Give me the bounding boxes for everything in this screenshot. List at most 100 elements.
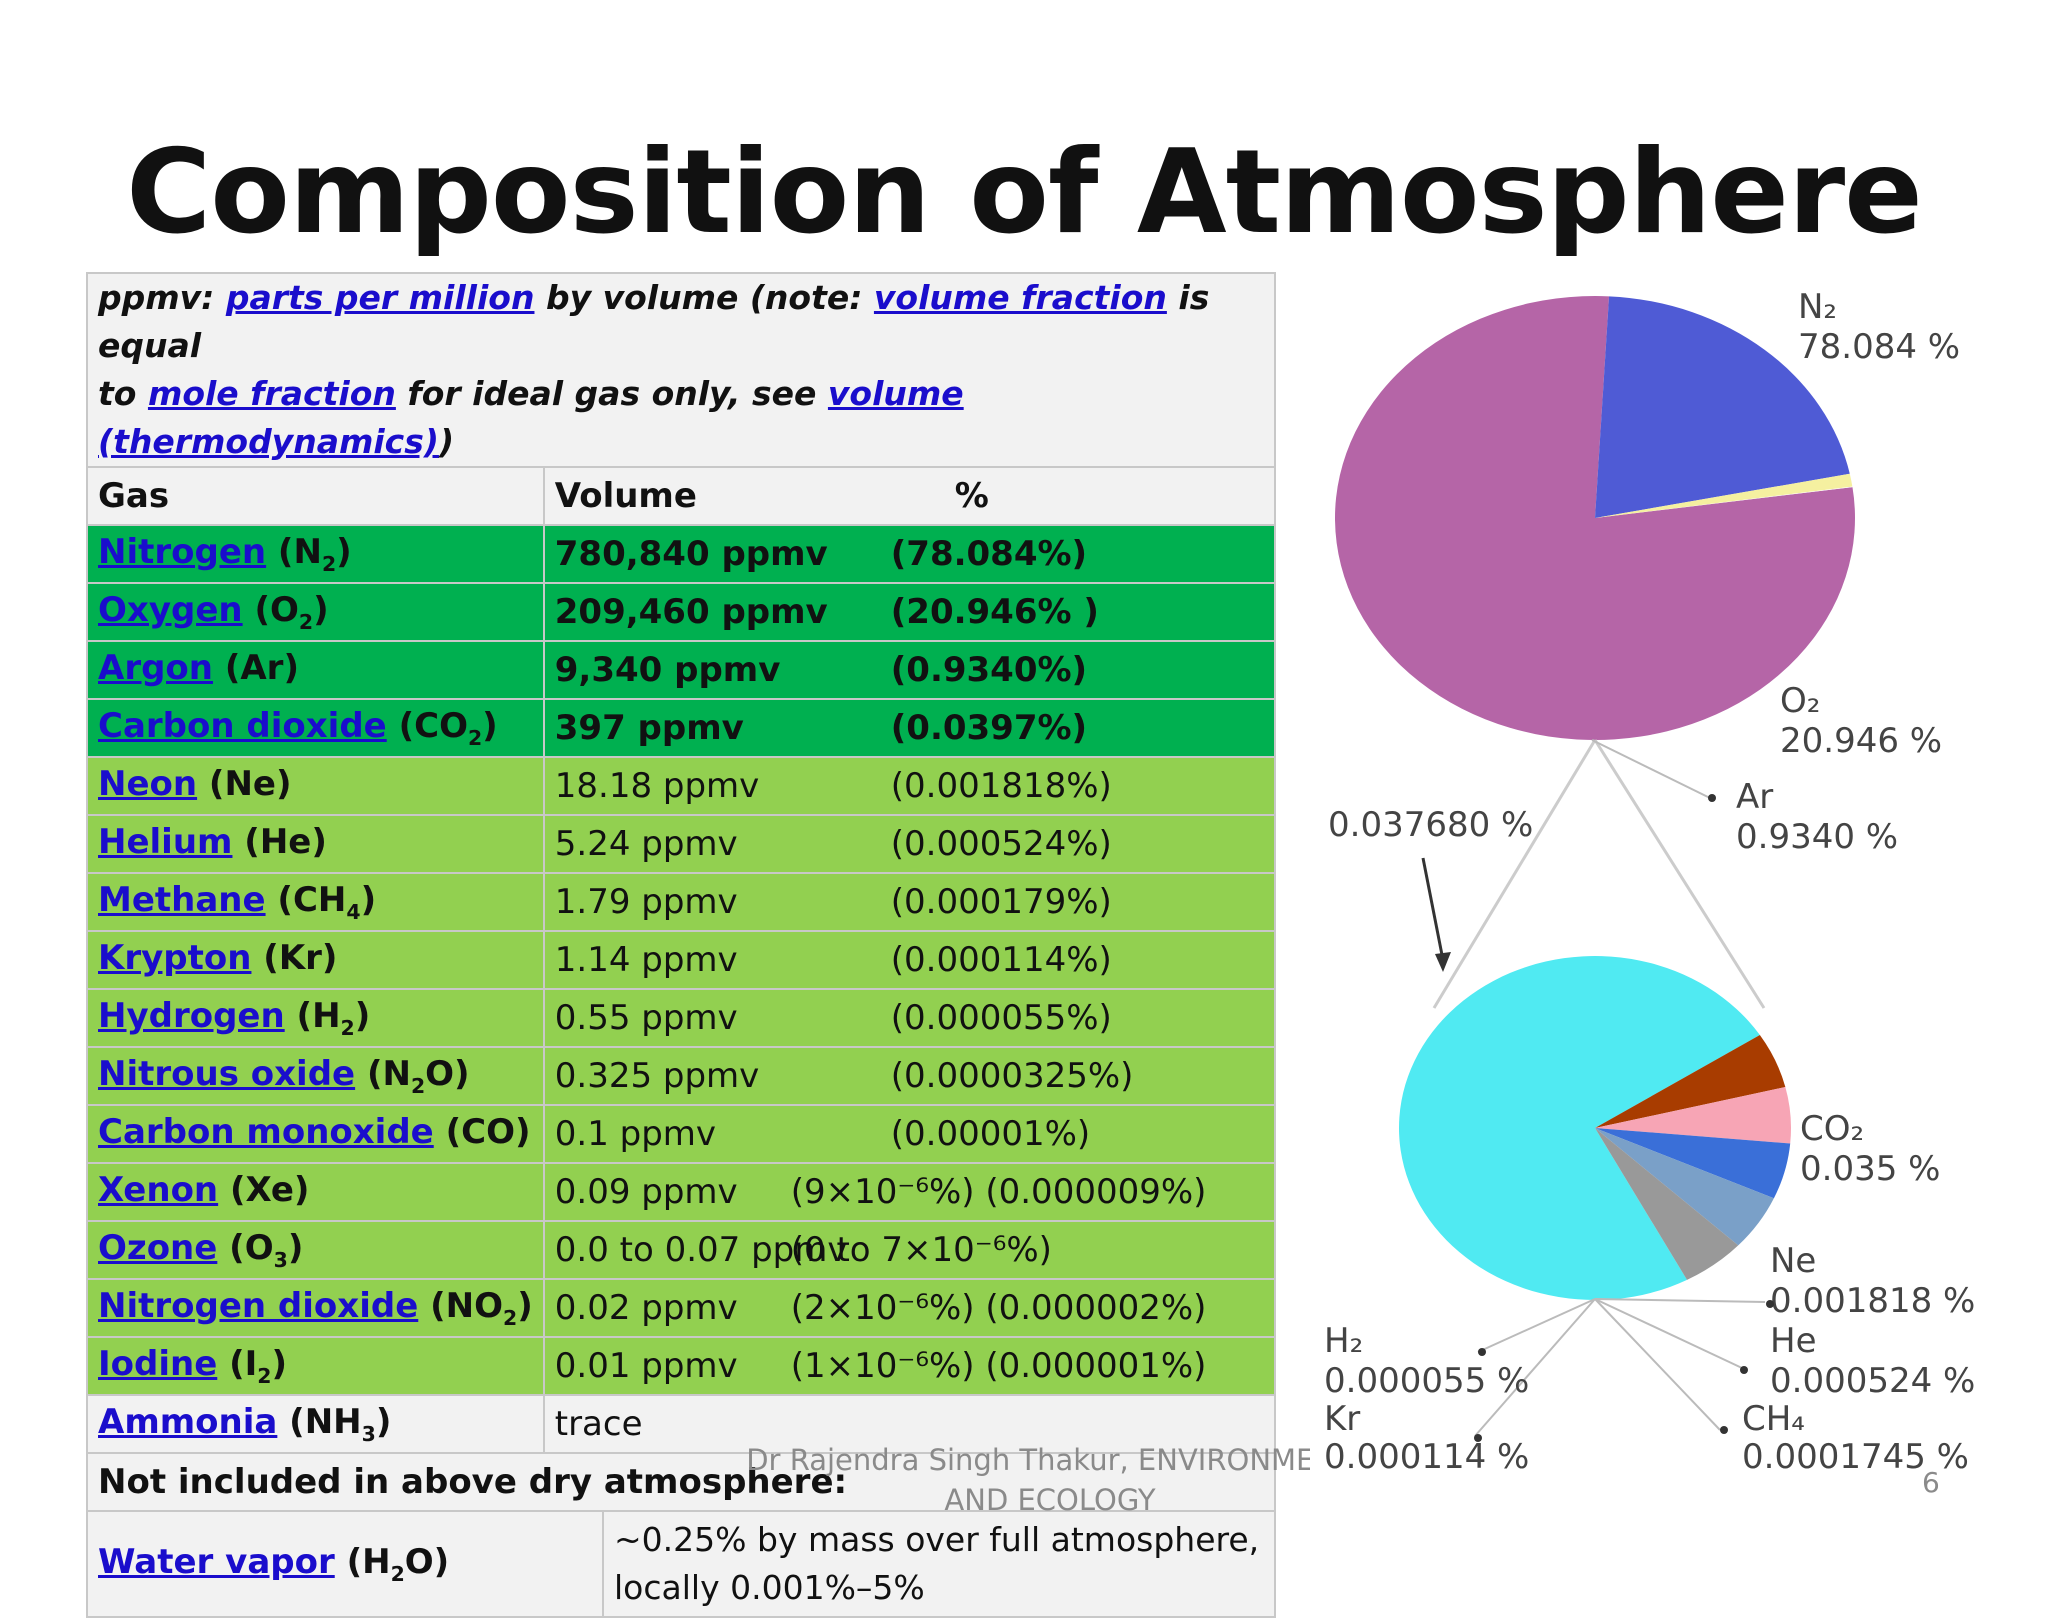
gas-link-nitrogen-dioxide[interactable]: Nitrogen dioxide [98,1286,419,1327]
percent-value: (2×10⁻⁶%) (0.000002%) [790,1288,1207,1328]
leader-dot [1740,1366,1748,1374]
label-h2-name: H₂ [1324,1321,1363,1361]
pie-slice-ne [1595,1034,1786,1128]
gas-formula: (I [217,1344,258,1385]
label-n2-value: 78.084 % [1798,327,1960,367]
volume-value: 9,340 ppmv [554,650,781,690]
gas-formula: (N [355,1054,411,1095]
gas-formula: (He) [232,822,327,863]
label-n2-name: N₂ [1798,287,1837,327]
footer-credit: Dr Rajendra Singh Thakur, ENVIRONMENT AN… [720,1440,1380,1520]
pie-slice-n [1335,295,1856,740]
gas-link-methane[interactable]: Methane [98,880,266,921]
percent-value: (0.00001%) [890,1114,1091,1154]
gas-cell: Nitrogen dioxide (NO2) [86,1278,545,1338]
volume-cell: 9,340 ppmv (0.9340%) [542,640,1277,700]
note-text: to [98,374,148,413]
callout-arrowhead [1435,952,1451,972]
volume-cell: 18.18 ppmv (0.001818%) [542,756,1277,816]
footer-line: Dr Rajendra Singh Thakur, ENVIRONMENT [746,1443,1354,1477]
table-row: Nitrous oxide (N2O) 0.325 ppmv (0.0000325%… [86,1046,1277,1106]
gas-link-ozone[interactable]: Ozone [98,1228,218,1269]
gas-formula-subscript: 2 [340,1015,355,1040]
volume-cell: 209,460 ppmv (20.946% ) [542,582,1277,642]
table-row: Helium (He) 5.24 ppmv (0.000524%) [86,814,1277,874]
label-callout-value: 0.037680 % [1328,805,1533,845]
gas-formula-subscript: 2 [467,725,483,750]
table-row-water: Water vapor (H2O) ~0.25% by mass over ful… [85,1510,1276,1618]
zoom-line-left [1432,739,1597,1009]
table-row: Nitrogen dioxide (NO2) 0.02 ppmv (2×10⁻⁶%)… [86,1278,1277,1338]
leader-dot [1474,1434,1482,1442]
zoom-line-right [1593,739,1766,1009]
gas-link-water-vapor[interactable]: Water vapor [98,1542,335,1583]
table-row: Hydrogen (H2) 0.55 ppmv (0.000055%) [86,988,1277,1048]
link-volume-thermodynamics[interactable]: volume (thermodynamics) [98,374,964,461]
gas-cell: Oxygen (O2) [86,582,545,642]
gas-formula: ) [336,532,352,573]
header-percent: % [954,476,989,516]
gas-formula: ) [354,996,371,1037]
gas-formula: (Ne) [197,764,292,805]
gas-link-nitrogen[interactable]: Nitrogen [98,532,267,573]
label-ne-name: Ne [1770,1241,1816,1281]
note-text: by volume (note: [534,278,874,317]
gas-link-nitrous-oxide[interactable]: Nitrous oxide [98,1054,356,1095]
composition-table: ppmv: parts per million by volume (note:… [85,272,1277,1618]
percent-value: (0.000114%) [890,940,1112,980]
leader-ar [1591,739,1711,799]
volume-value: 18.18 ppmv [554,766,760,806]
volume-value: 1.14 ppmv [554,940,738,980]
volume-value: 780,840 ppmv [554,534,828,574]
link-mole-fraction[interactable]: mole fraction [147,374,396,413]
gas-link-carbon-monoxide[interactable]: Carbon monoxide [98,1112,434,1153]
pie-slice-ar [1595,473,1853,518]
volume-value: 0.01 ppmv [554,1346,738,1386]
pie-slice-ch [1595,1128,1791,1199]
gas-link-neon[interactable]: Neon [98,764,198,805]
table-row: Carbon monoxide (CO) 0.1 ppmv (0.00001%) [86,1104,1277,1164]
link-volume-fraction[interactable]: volume fraction [873,278,1167,317]
gas-cell: Ammonia (NH3) [86,1394,545,1454]
volume-cell: 0.01 ppmv (1×10⁻⁶%) (0.000001%) [542,1336,1277,1396]
table-row: Methane (CH4) 1.79 ppmv (0.000179%) [86,872,1277,932]
percent-value: (0 to 7×10⁻⁶%) [790,1230,1052,1270]
note-text: ) [438,422,455,461]
section-label: Not included in above dry atmosphere: [86,1452,1276,1512]
table-row: Nitrogen (N2) 780,840 ppmv (78.084%) [86,524,1277,584]
volume-cell: 397 ppmv (0.0397%) [542,698,1277,758]
gas-link-xenon[interactable]: Xenon [98,1170,219,1211]
label-o2-value: 20.946 % [1780,721,1942,761]
percent-value: (0.000179%) [890,882,1112,922]
gas-link-carbon-dioxide[interactable]: Carbon dioxide [98,706,387,747]
gas-link-helium[interactable]: Helium [98,822,233,863]
volume-value: 0.325 ppmv [554,1056,760,1096]
header-volume-cell: Volume% [542,466,1277,526]
gas-link-ammonia[interactable]: Ammonia [98,1402,278,1443]
gas-cell: Helium (He) [86,814,545,874]
leader-kr [1474,1298,1596,1437]
gas-link-oxygen[interactable]: Oxygen [98,590,243,631]
link-parts-per-million[interactable]: parts per million [225,278,535,317]
gas-cell: Krypton (Kr) [86,930,545,990]
gas-formula: (CO [386,706,468,747]
volume-value: 5.24 ppmv [554,824,738,864]
gas-formula: (Kr) [251,938,338,979]
gas-link-argon[interactable]: Argon [98,648,213,689]
percent-value: (0.0000325%) [890,1056,1134,1096]
table-row: Argon (Ar) 9,340 ppmv (0.9340%) [86,640,1277,700]
gas-formula: (NH [277,1402,362,1443]
page-number: 6 [1922,1466,1940,1499]
gas-formula: (H [284,996,341,1037]
pie-slice-co [1399,956,1760,1301]
gas-cell: Nitrogen (N2) [86,524,545,584]
table-row: Iodine (I2) 0.01 ppmv (1×10⁻⁶%) (0.000001%… [86,1336,1277,1396]
volume-cell: trace [542,1394,1277,1454]
gas-link-hydrogen[interactable]: Hydrogen [98,996,285,1037]
gas-link-iodine[interactable]: Iodine [98,1344,218,1385]
volume-value: 0.1 ppmv [554,1114,717,1154]
percent-value: (9×10⁻⁶%) (0.000009%) [790,1172,1207,1212]
gas-link-krypton[interactable]: Krypton [98,938,252,979]
leader-dot [1766,1300,1774,1308]
